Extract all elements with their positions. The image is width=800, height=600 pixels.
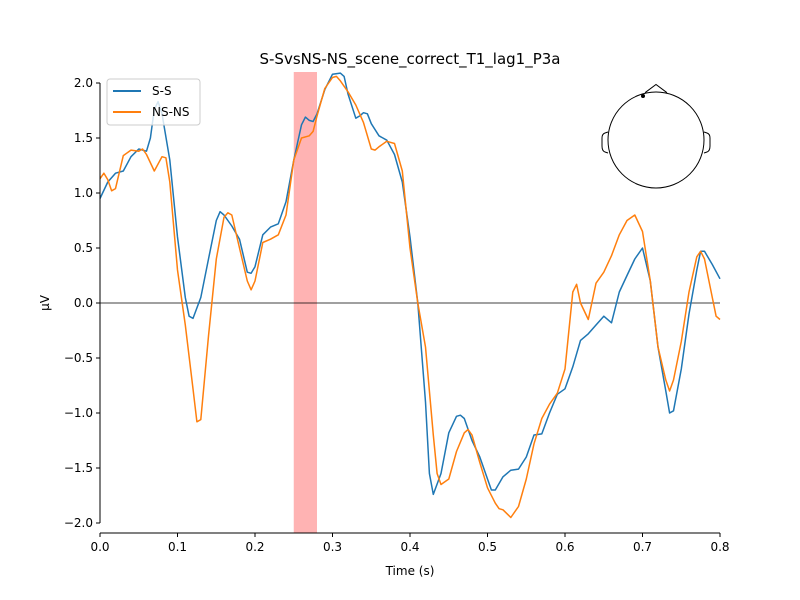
series-line-ns-ns <box>99 75 721 519</box>
y-tick-label: −1.0 <box>64 406 93 420</box>
right-ear <box>703 131 711 154</box>
x-tick-label: 0.4 <box>400 540 419 554</box>
head-outline <box>607 91 705 189</box>
x-tick-label: 0.7 <box>633 540 652 554</box>
y-tick-label: 1.5 <box>74 131 93 145</box>
left-ear <box>601 131 609 154</box>
legend: S-S NS-NS <box>106 78 201 126</box>
x-tick-label: 0.2 <box>245 540 264 554</box>
nose-mark <box>644 83 668 94</box>
x-axis-label: Time (s) <box>385 564 435 578</box>
series-line-s-s <box>99 72 721 496</box>
x-tick-label: 0.8 <box>710 540 729 554</box>
x-tick-label: 0.3 <box>323 540 342 554</box>
y-tick-label: 1.0 <box>74 186 93 200</box>
highlight-span <box>293 72 317 533</box>
x-tick-label: 0.0 <box>90 540 109 554</box>
sensor-dot <box>641 94 645 98</box>
y-tick-label: 0.5 <box>74 241 93 255</box>
y-tick-label: 2.0 <box>74 76 93 90</box>
plot-area: 0.0 0.1 0.2 0.3 0.4 0.5 0.6 0.7 0.8 −2.0 −1.5 −1.0 −… <box>64 72 730 554</box>
y-tick-label: −0.5 <box>64 351 93 365</box>
x-tick-label: 0.5 <box>478 540 497 554</box>
y-tick-label: 0.0 <box>74 296 93 310</box>
y-tick-label: −2.0 <box>64 516 93 530</box>
legend-label-s-s: S-S <box>152 84 172 98</box>
y-tick-label: −1.5 <box>64 461 93 475</box>
legend-label-ns-ns: NS-NS <box>152 105 190 119</box>
y-axis-label: µV <box>38 294 52 311</box>
x-tick-label: 0.6 <box>555 540 574 554</box>
x-tick-label: 0.1 <box>168 540 187 554</box>
head-topomap-inset <box>601 83 711 189</box>
chart-title: S-SvsNS-NS_scene_correct_T1_lag1_P3a <box>259 50 560 69</box>
